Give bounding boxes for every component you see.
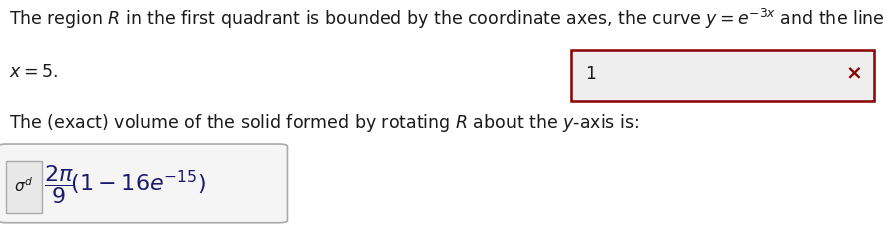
FancyBboxPatch shape [571, 50, 874, 101]
Text: $x = 5.$: $x = 5.$ [9, 63, 58, 81]
Text: The (exact) volume of the solid formed by rotating $R$ about the $y$-axis is:: The (exact) volume of the solid formed b… [9, 112, 639, 135]
Text: 1: 1 [585, 65, 595, 83]
Text: $\sigma^{d}$: $\sigma^{d}$ [14, 176, 34, 195]
FancyBboxPatch shape [6, 161, 42, 213]
Text: $\dfrac{2\pi}{9}\!\left(1 - 16e^{-15}\right)$: $\dfrac{2\pi}{9}\!\left(1 - 16e^{-15}\ri… [44, 163, 206, 206]
Text: The region $R$ in the first quadrant is bounded by the coordinate axes, the curv: The region $R$ in the first quadrant is … [9, 7, 885, 31]
Text: ×: × [846, 65, 862, 84]
FancyBboxPatch shape [0, 144, 287, 223]
